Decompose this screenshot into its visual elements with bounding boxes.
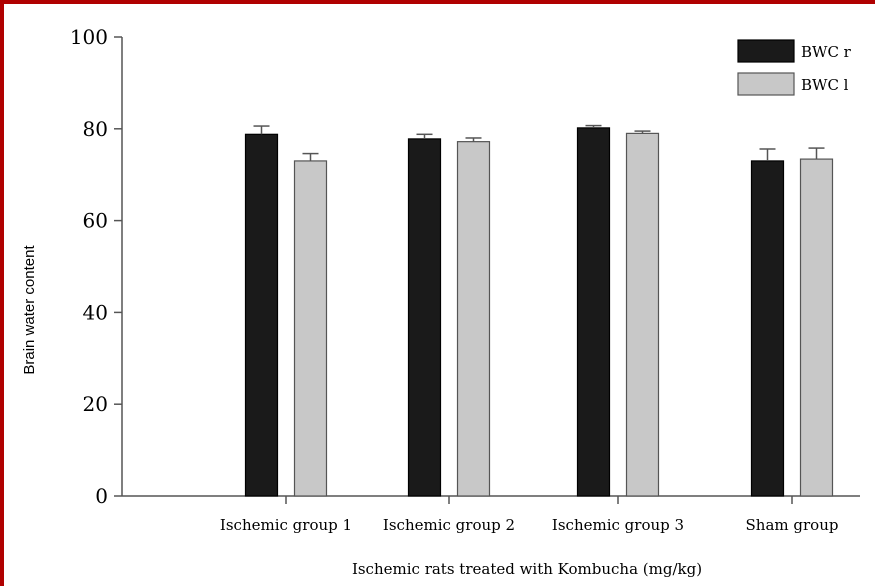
legend: BWC r BWC l [737,39,852,96]
bar-bwc-l [293,160,328,497]
x-tick-label: Sham group [746,516,839,534]
legend-swatch-bwc-l [737,72,795,96]
y-tick-label: 80 [83,117,108,141]
bar-bwc-r [407,138,442,497]
axes: 0 20 40 60 80 100 Ischemic group 1 Ischemic gro… [70,25,860,534]
y-tick-label: 0 [95,484,108,508]
bar-bwc-r [750,160,785,497]
legend-swatch-bwc-r [737,39,795,63]
x-tick-label: Ischemic group 1 [220,516,352,534]
bar-bwc-l [456,141,491,497]
bar-bwc-l [625,132,660,497]
bar-bwc-r [576,127,611,497]
y-tick-label: 100 [70,25,108,49]
x-axis-label: Ischemic rats treated with Kombucha (mg/… [352,560,702,578]
legend-label-bwc-l: BWC l [801,76,849,94]
x-tick-label: Ischemic group 2 [383,516,515,534]
y-axis-label: Brain water content [21,245,38,375]
bar-bwc-l [799,158,834,497]
legend-label-bwc-r: BWC r [801,43,852,61]
x-tick-label: Ischemic group 3 [552,516,684,534]
y-tick-label: 20 [83,392,108,416]
y-tick-label: 60 [83,209,108,233]
y-tick-label: 40 [83,300,108,324]
bar-bwc-r [244,133,279,497]
bars [244,124,834,497]
